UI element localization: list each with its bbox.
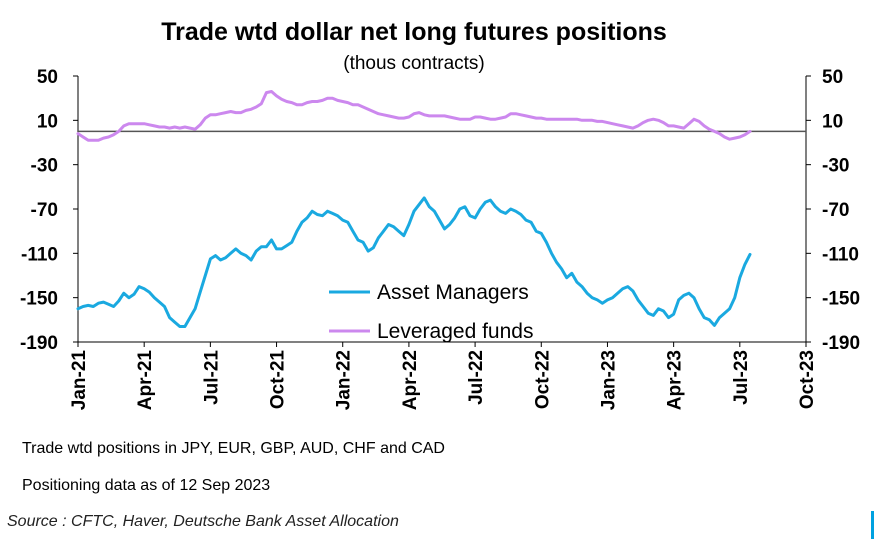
legend-label-asset-managers: Asset Managers bbox=[377, 281, 529, 304]
y-tick-label-left: -30 bbox=[31, 156, 58, 177]
y-tick-label-right: -30 bbox=[822, 156, 849, 177]
x-tick-label: Oct-21 bbox=[268, 350, 289, 410]
y-tick-label-right: 50 bbox=[822, 67, 843, 88]
series-line-asset-managers bbox=[76, 196, 752, 328]
x-tick-label: Apr-23 bbox=[665, 350, 686, 410]
y-tick-label-right: -150 bbox=[822, 289, 860, 310]
chart: Trade wtd dollar net long futures positi… bbox=[20, 18, 860, 410]
chart-title: Trade wtd dollar net long futures positi… bbox=[161, 18, 667, 46]
y-tick-label-left: 50 bbox=[37, 67, 58, 88]
x-tick-label: Jan-22 bbox=[334, 350, 355, 410]
y-tick-label-left: -110 bbox=[21, 244, 58, 265]
y-tick-label-right: 10 bbox=[822, 111, 843, 132]
series-group bbox=[76, 90, 752, 328]
chart-subtitle: (thous contracts) bbox=[343, 53, 485, 74]
axes: 50 50 10 10 -30 -30 -70 -70 -110 -110 -150 -150 -190… bbox=[20, 67, 860, 410]
y-tick-label-left: -190 bbox=[20, 333, 58, 354]
x-tick-label: Jul-23 bbox=[731, 350, 752, 405]
y-tick-label-left: 10 bbox=[37, 111, 58, 132]
source-note: Source : CFTC, Haver, Deutsche Bank Asse… bbox=[7, 513, 399, 530]
y-tick-label-left: -150 bbox=[20, 289, 58, 310]
x-tick-label: Oct-22 bbox=[532, 350, 553, 409]
brand-accent-bar bbox=[871, 511, 874, 539]
x-tick-label: Jul-21 bbox=[201, 350, 222, 405]
y-tick-label-right: -190 bbox=[822, 333, 860, 354]
footnote-date: Positioning data as of 12 Sep 2023 bbox=[22, 477, 271, 494]
x-tick-label: Jul-22 bbox=[466, 350, 487, 405]
x-tick-label: Apr-22 bbox=[400, 350, 421, 410]
x-tick-label: Apr-21 bbox=[135, 350, 156, 411]
y-tick-label-right: -70 bbox=[822, 200, 849, 221]
x-tick-label: Jan-21 bbox=[69, 350, 90, 411]
legend: Asset Managers Leveraged funds bbox=[329, 281, 533, 343]
y-tick-label-right: -110 bbox=[822, 244, 859, 265]
series-line-leveraged-funds bbox=[76, 90, 752, 142]
x-tick-label: Jan-23 bbox=[598, 350, 619, 410]
footnote-positions: Trade wtd positions in JPY, EUR, GBP, AU… bbox=[22, 440, 445, 457]
legend-label-leveraged-funds: Leveraged funds bbox=[377, 320, 533, 343]
x-tick-label: Oct-23 bbox=[797, 350, 818, 409]
y-tick-label-left: -70 bbox=[31, 200, 58, 221]
